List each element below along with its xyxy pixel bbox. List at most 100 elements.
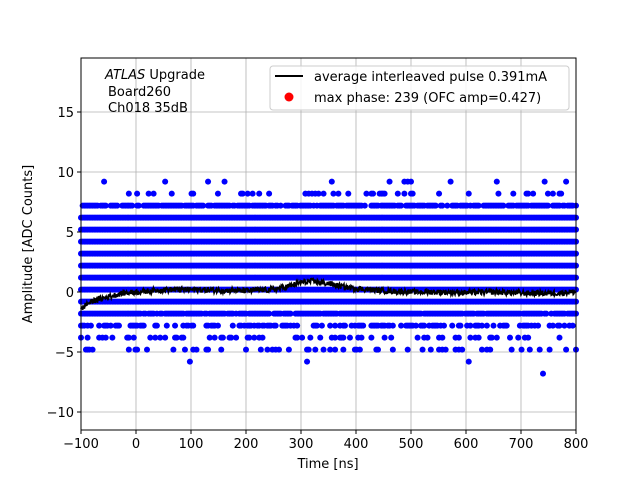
sample-point bbox=[419, 346, 426, 353]
sample-point bbox=[508, 346, 515, 353]
x-tick-label: 300 bbox=[289, 437, 314, 452]
sample-point bbox=[467, 334, 474, 341]
sample-point bbox=[163, 322, 170, 329]
legend-entry-pulse: average interleaved pulse 0.391mA bbox=[314, 70, 547, 85]
sample-point bbox=[490, 322, 497, 329]
sample-point bbox=[140, 322, 147, 329]
sample-point bbox=[135, 202, 142, 209]
sample-point bbox=[228, 334, 235, 341]
average-pulse-line bbox=[80, 277, 577, 310]
sample-point bbox=[272, 322, 279, 329]
sample-point bbox=[125, 346, 132, 353]
samples-scatter bbox=[78, 178, 579, 377]
legend-box bbox=[269, 65, 570, 111]
sample-point bbox=[388, 334, 395, 341]
sample-point bbox=[381, 190, 388, 197]
sample-point bbox=[544, 202, 551, 209]
sample-point bbox=[125, 190, 132, 197]
sample-point bbox=[205, 178, 212, 185]
sample-point bbox=[153, 322, 160, 329]
sample-point bbox=[530, 190, 537, 197]
sample-point bbox=[363, 190, 370, 197]
sample-point bbox=[478, 322, 485, 329]
sample-point bbox=[150, 190, 157, 197]
sample-point bbox=[313, 322, 320, 329]
sample-point bbox=[214, 322, 221, 329]
sample-point bbox=[294, 334, 301, 341]
sample-point bbox=[436, 190, 443, 197]
x-tick-label: 0 bbox=[132, 437, 140, 452]
sample-point bbox=[535, 322, 542, 329]
sample-point bbox=[147, 334, 154, 341]
sample-point bbox=[439, 334, 446, 341]
sample-point bbox=[457, 322, 464, 329]
sample-point bbox=[356, 346, 363, 353]
sample-point bbox=[389, 346, 396, 353]
sample-point bbox=[246, 334, 253, 341]
sample-point bbox=[503, 322, 510, 329]
sample-point bbox=[556, 322, 563, 329]
sample-point bbox=[328, 178, 335, 185]
sample-point bbox=[180, 334, 187, 341]
sample-point bbox=[101, 178, 108, 185]
y-tick-label: 0 bbox=[66, 286, 74, 301]
sample-point bbox=[493, 178, 500, 185]
sample-point bbox=[478, 346, 485, 353]
sample-point bbox=[424, 334, 431, 341]
sample-point bbox=[449, 322, 456, 329]
sample-point bbox=[455, 334, 462, 341]
sample-point bbox=[526, 346, 533, 353]
sample-point bbox=[134, 346, 141, 353]
sample-point bbox=[546, 346, 553, 353]
sample-point bbox=[259, 334, 266, 341]
sample-point bbox=[361, 202, 368, 209]
sample-point bbox=[130, 334, 137, 341]
y-tick-label: 10 bbox=[57, 166, 74, 181]
sample-point bbox=[318, 322, 325, 329]
sample-point bbox=[219, 334, 226, 341]
sample-point bbox=[307, 334, 314, 341]
sample-point bbox=[200, 202, 207, 209]
sample-point bbox=[320, 346, 327, 353]
sample-point bbox=[412, 322, 419, 329]
sample-point bbox=[162, 334, 169, 341]
sample-point bbox=[257, 346, 264, 353]
sample-point bbox=[493, 334, 500, 341]
sample-point bbox=[507, 334, 513, 341]
sample-point bbox=[346, 334, 353, 341]
sample-point bbox=[442, 346, 449, 353]
sample-point bbox=[211, 334, 218, 341]
annotation-line2: Board260 bbox=[108, 85, 171, 100]
sample-point bbox=[386, 178, 393, 185]
sample-point bbox=[114, 202, 121, 209]
sample-point bbox=[345, 190, 352, 197]
sample-point bbox=[84, 334, 91, 341]
sample-point bbox=[266, 310, 273, 317]
sample-point bbox=[398, 322, 405, 329]
sample-point bbox=[541, 178, 548, 185]
sample-point bbox=[327, 322, 334, 329]
sample-point bbox=[459, 346, 466, 353]
x-tick-label: 500 bbox=[399, 437, 424, 452]
sample-point bbox=[181, 346, 188, 353]
sample-point bbox=[251, 334, 258, 341]
sample-point bbox=[233, 334, 240, 341]
annotation: ATLAS Upgrade Board260 Ch018 35dB bbox=[104, 68, 205, 116]
x-tick-label: 700 bbox=[509, 437, 534, 452]
sample-point bbox=[487, 346, 494, 353]
sample-point bbox=[563, 346, 570, 353]
plot-frame bbox=[80, 57, 577, 431]
sample-point bbox=[330, 190, 337, 197]
x-axis-label: Time [ns] bbox=[296, 457, 358, 472]
sample-point bbox=[256, 190, 263, 197]
sample-point bbox=[276, 346, 282, 353]
sample-point bbox=[439, 202, 446, 209]
sample-point bbox=[467, 322, 474, 329]
sample-point bbox=[475, 202, 482, 209]
sample-point bbox=[285, 346, 292, 353]
sample-point bbox=[172, 322, 179, 329]
sample-point bbox=[170, 346, 177, 353]
sample-point bbox=[315, 190, 322, 197]
sample-point bbox=[243, 346, 249, 353]
